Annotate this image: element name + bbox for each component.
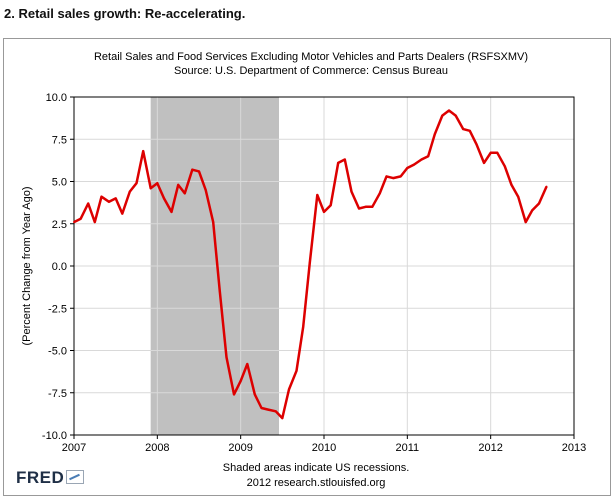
data-point-0-11 bbox=[149, 187, 152, 190]
data-point-0-66 bbox=[531, 209, 534, 212]
x-tick-label-6: 2013 bbox=[562, 442, 586, 454]
data-point-0-36 bbox=[323, 210, 325, 213]
data-point-0-34 bbox=[308, 261, 311, 264]
x-tick-label-1: 2008 bbox=[145, 442, 169, 454]
data-point-0-4 bbox=[100, 195, 103, 198]
data-point-0-12 bbox=[156, 182, 159, 185]
y-tick-label-6: -5.0 bbox=[48, 346, 67, 358]
data-point-0-32 bbox=[295, 369, 298, 372]
data-point-0-27 bbox=[260, 406, 263, 409]
y-tick-label-2: 5.0 bbox=[52, 177, 67, 189]
x-tick-label-2: 2009 bbox=[228, 442, 252, 454]
data-point-0-38 bbox=[337, 161, 340, 164]
data-point-0-31 bbox=[288, 388, 290, 391]
source-credit: 2012 research.stlouisfed.org bbox=[247, 477, 386, 489]
y-tick-label-0: 10.0 bbox=[46, 92, 67, 104]
data-point-0-63 bbox=[510, 183, 513, 186]
data-point-0-3 bbox=[93, 221, 96, 224]
recession-note: Shaded areas indicate US recessions. bbox=[223, 462, 410, 474]
y-tick-label-1: 7.5 bbox=[52, 134, 67, 146]
data-point-0-5 bbox=[108, 200, 110, 203]
data-point-0-1 bbox=[79, 217, 82, 220]
data-point-0-54 bbox=[448, 109, 450, 112]
data-point-0-6 bbox=[114, 197, 117, 200]
data-point-0-59 bbox=[483, 161, 485, 164]
y-tick-label-3: 2.5 bbox=[52, 219, 67, 231]
x-tick-label-4: 2011 bbox=[396, 442, 420, 454]
y-tick-label-8: -10.0 bbox=[42, 430, 67, 442]
data-point-0-46 bbox=[392, 177, 395, 180]
x-tick-label-3: 2010 bbox=[312, 442, 336, 454]
data-point-0-19 bbox=[204, 188, 207, 191]
data-point-0-28 bbox=[267, 408, 270, 411]
data-point-0-60 bbox=[489, 151, 492, 154]
fred-logo-text: FRED bbox=[16, 468, 65, 487]
data-point-0-40 bbox=[350, 190, 353, 193]
data-point-0-52 bbox=[433, 133, 436, 136]
data-point-0-29 bbox=[274, 410, 277, 413]
x-tick-label-5: 2012 bbox=[478, 442, 502, 454]
data-point-0-61 bbox=[496, 151, 499, 154]
data-point-0-25 bbox=[246, 363, 249, 366]
data-point-0-68 bbox=[545, 185, 548, 188]
fred-logo: FRED bbox=[16, 468, 85, 488]
series-line-0 bbox=[73, 109, 548, 420]
y-axis-label: (Percent Change from Year Ago) bbox=[21, 187, 33, 346]
data-point-0-65 bbox=[524, 221, 527, 224]
data-point-0-53 bbox=[441, 114, 444, 117]
data-point-0-55 bbox=[454, 114, 457, 117]
data-point-0-64 bbox=[517, 195, 520, 198]
data-point-0-16 bbox=[183, 192, 186, 195]
data-point-0-44 bbox=[378, 192, 381, 195]
x-tick-label-0: 2007 bbox=[62, 442, 86, 454]
data-point-0-67 bbox=[538, 202, 540, 205]
plot-frame bbox=[73, 96, 575, 436]
data-point-0-14 bbox=[170, 210, 173, 213]
y-tick-label-4: 0.0 bbox=[52, 261, 67, 273]
data-point-0-24 bbox=[239, 379, 242, 382]
data-point-0-17 bbox=[191, 168, 194, 171]
data-point-0-30 bbox=[281, 417, 284, 420]
data-point-0-56 bbox=[462, 128, 465, 131]
data-point-0-58 bbox=[475, 143, 478, 146]
data-point-0-43 bbox=[371, 205, 374, 208]
data-point-0-47 bbox=[399, 175, 402, 178]
data-point-0-41 bbox=[358, 207, 360, 210]
data-point-0-39 bbox=[343, 158, 346, 161]
data-point-0-57 bbox=[468, 129, 471, 132]
data-point-0-42 bbox=[364, 205, 367, 208]
data-point-0-62 bbox=[503, 165, 506, 168]
data-point-0-9 bbox=[135, 182, 138, 185]
data-point-0-10 bbox=[142, 150, 145, 153]
chart-subtitle: Source: U.S. Department of Commerce: Cen… bbox=[174, 65, 448, 77]
y-tick-label-7: -7.5 bbox=[48, 388, 67, 400]
data-point-0-13 bbox=[163, 197, 165, 200]
data-point-0-0 bbox=[73, 221, 75, 224]
data-point-0-35 bbox=[316, 194, 319, 197]
data-point-0-50 bbox=[420, 158, 423, 161]
page-heading: 2. Retail sales growth: Re-accelerating. bbox=[4, 6, 246, 21]
data-point-0-21 bbox=[218, 290, 221, 293]
data-point-0-22 bbox=[225, 356, 228, 359]
data-point-0-2 bbox=[87, 202, 90, 205]
y-tick-label-5: -2.5 bbox=[48, 303, 67, 315]
data-point-0-26 bbox=[253, 393, 256, 396]
data-point-0-45 bbox=[385, 175, 388, 178]
chart-title: Retail Sales and Food Services Excluding… bbox=[94, 51, 528, 63]
data-point-0-8 bbox=[128, 190, 131, 193]
data-point-0-23 bbox=[233, 393, 235, 396]
data-point-0-18 bbox=[198, 170, 200, 173]
data-point-0-20 bbox=[212, 221, 215, 224]
data-point-0-51 bbox=[427, 155, 430, 158]
chart-icon bbox=[66, 470, 85, 484]
data-point-0-15 bbox=[177, 183, 180, 186]
data-point-0-48 bbox=[406, 166, 409, 169]
chart-panel bbox=[3, 38, 611, 496]
data-point-0-49 bbox=[413, 163, 415, 166]
data-point-0-33 bbox=[302, 325, 305, 328]
data-point-0-37 bbox=[329, 204, 332, 207]
data-point-0-7 bbox=[121, 212, 124, 215]
